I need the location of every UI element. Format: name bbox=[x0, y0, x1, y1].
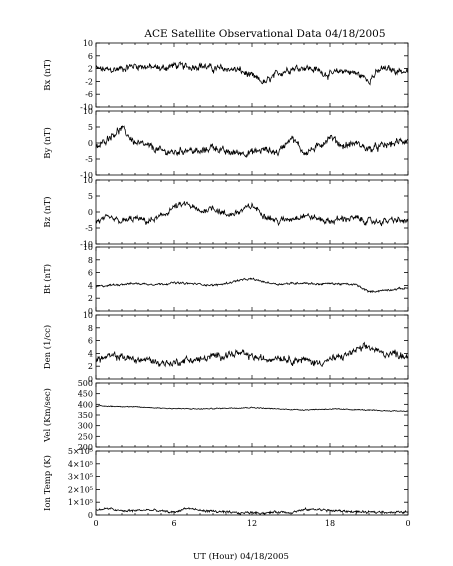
y-tick-label: 250 bbox=[78, 432, 93, 441]
series-line-3-1 bbox=[95, 201, 409, 227]
y-tick-label: 8 bbox=[88, 324, 93, 333]
series-line-5-1 bbox=[95, 341, 409, 368]
y-axis-label: By (nT) bbox=[42, 127, 53, 159]
y-tick-label: -5 bbox=[85, 155, 93, 164]
panel-frame bbox=[95, 450, 409, 516]
y-tick-label: 3×10⁵ bbox=[68, 473, 93, 482]
x-tick-label: 6 bbox=[171, 519, 176, 528]
y-tick-label: 0 bbox=[88, 139, 93, 148]
panel-frame bbox=[95, 314, 409, 380]
panel-5: 10 8 6 4 2 0 Den (1/cc) bbox=[42, 311, 409, 384]
y-tick-label: -2 bbox=[85, 77, 93, 86]
y-tick-label: 10 bbox=[83, 39, 93, 48]
y-tick-label: 0 bbox=[88, 375, 93, 384]
y-axis-label: Den (1/cc) bbox=[42, 325, 53, 369]
y-tick-label: 5×10⁵ bbox=[68, 447, 93, 456]
y-tick-label: 350 bbox=[78, 411, 93, 420]
y-tick-label: -10 bbox=[80, 240, 93, 249]
y-tick-label: 5 bbox=[88, 123, 93, 132]
y-tick-label: 5 bbox=[88, 192, 93, 201]
series-line-2-1 bbox=[95, 125, 409, 159]
y-tick-label: 10 bbox=[83, 243, 93, 252]
panel-3: 10 5 0 -5 -10 Bz (nT) bbox=[42, 176, 409, 249]
y-tick-label: -6 bbox=[85, 90, 93, 99]
y-axis-label: Bx (nT) bbox=[42, 59, 53, 91]
y-tick-label: 10 bbox=[83, 176, 93, 185]
y-tick-label: 4 bbox=[88, 349, 93, 358]
y-axis-label: Ion Temp (K) bbox=[42, 455, 53, 511]
y-tick-label: 2 bbox=[88, 294, 93, 303]
y-tick-label: 10 bbox=[83, 107, 93, 116]
y-tick-label: 500 bbox=[78, 379, 93, 388]
y-axis-label: Bz (nT) bbox=[42, 196, 53, 227]
x-axis-label: UT (Hour) 04/18/2005 bbox=[193, 551, 289, 562]
y-tick-label: 400 bbox=[78, 400, 93, 409]
y-tick-label: 450 bbox=[78, 390, 93, 399]
y-tick-label: 1×10⁵ bbox=[68, 498, 93, 507]
y-tick-label: 4 bbox=[88, 281, 93, 290]
panel-7: 5×10⁵ 4×10⁵ 3×10⁵ 2×10⁵ 1×10⁵ 0 Ion Temp (K) bbox=[42, 447, 409, 520]
y-tick-label: 0 bbox=[88, 511, 93, 520]
y-axis-label: Bt (nT) bbox=[42, 264, 53, 294]
y-axis-label: Vel (Km/sec) bbox=[42, 388, 53, 443]
panel-frame bbox=[95, 179, 409, 245]
panel-frame bbox=[95, 382, 409, 448]
y-tick-label: 0 bbox=[88, 307, 93, 316]
panel-4: 10 8 6 4 2 0 Bt (nT) bbox=[42, 243, 409, 316]
y-tick-label: 6 bbox=[88, 269, 93, 278]
x-tick-label: 0 bbox=[405, 519, 410, 528]
y-tick-label: 2 bbox=[88, 65, 93, 74]
y-tick-label: 200 bbox=[78, 443, 93, 452]
chart-title: ACE Satellite Observational Data 04/18/2… bbox=[143, 28, 385, 40]
y-tick-label: 4×10⁵ bbox=[68, 460, 93, 469]
y-tick-label: -10 bbox=[80, 171, 93, 180]
series-line-1-1 bbox=[95, 61, 409, 86]
y-tick-label: 0 bbox=[88, 208, 93, 217]
panel-1: 10 6 2 -2 -6 -10 Bx (nT) bbox=[42, 39, 409, 112]
panel-2: 10 5 0 -5 -10 By (nT) bbox=[42, 107, 409, 180]
series-line-4-1 bbox=[95, 277, 409, 294]
x-tick-label: 0 bbox=[93, 519, 98, 528]
x-axis: 0 6 12 18 0 bbox=[93, 519, 410, 528]
y-tick-label: 300 bbox=[78, 422, 93, 431]
series-line-7-1 bbox=[95, 507, 409, 516]
y-tick-label: 6 bbox=[88, 52, 93, 61]
y-tick-label: 2×10⁵ bbox=[68, 485, 93, 494]
y-tick-label: 8 bbox=[88, 256, 93, 265]
series-line-6-1 bbox=[95, 405, 409, 413]
panels-layer: 10 6 2 -2 -6 -10 Bx (nT) 10 5 0 -5 -10 By (nT) 10 5 0 -5… bbox=[42, 39, 409, 520]
y-tick-label: 10 bbox=[83, 311, 93, 320]
y-tick-label: -5 bbox=[85, 224, 93, 233]
y-tick-label: -10 bbox=[80, 103, 93, 112]
y-tick-label: 6 bbox=[88, 337, 93, 346]
x-tick-label: 18 bbox=[325, 519, 335, 528]
x-tick-label: 12 bbox=[247, 519, 257, 528]
y-tick-label: 2 bbox=[88, 362, 93, 371]
